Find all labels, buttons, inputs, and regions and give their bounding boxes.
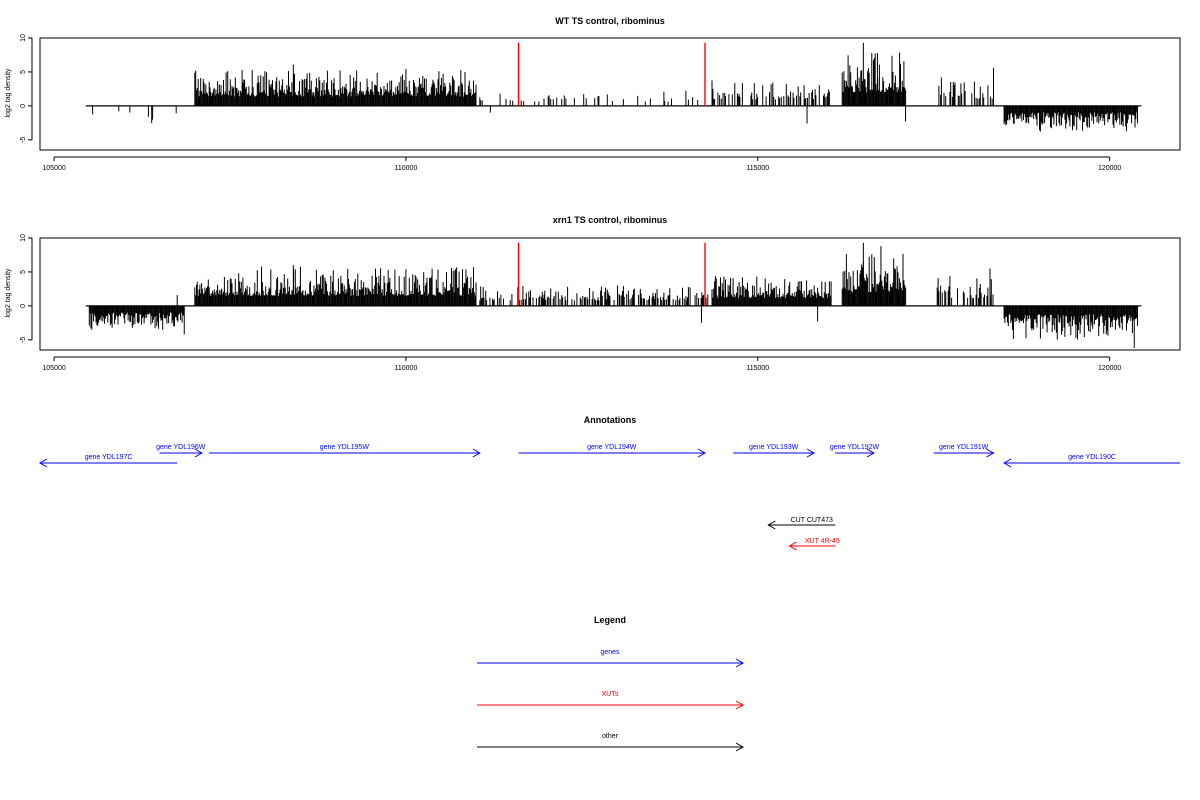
arrow-head: [194, 448, 203, 458]
gene-label: gene YDL192W: [830, 444, 880, 451]
annotations-title: Annotations: [584, 415, 637, 425]
feature-arrow: CUT CUT473: [767, 517, 836, 530]
wt-density-panel: WT TS control, ribominus log2 tag densit…: [5, 16, 1181, 172]
x-tick-label: 105000: [42, 365, 65, 372]
y-tick-label: 5: [20, 70, 27, 74]
plot-frame: [39, 37, 1181, 151]
arrow-head: [697, 448, 707, 458]
legend-label: genes: [600, 649, 620, 656]
gene-arrow: gene YDL192W: [830, 444, 880, 458]
legend-item: genes: [477, 649, 745, 668]
arrow-head: [1003, 458, 1012, 468]
arrow-head: [735, 658, 745, 668]
plot-frame: [39, 237, 1181, 351]
density-bars: [85, 42, 1142, 132]
legend-title: Legend: [594, 615, 626, 625]
panel-title: WT TS control, ribominus: [555, 16, 665, 26]
gene-arrow: gene YDL194W: [518, 444, 707, 458]
x-tick-label: 120000: [1098, 365, 1121, 372]
arrow-head: [38, 458, 48, 468]
gene-label: gene YDL190C: [1068, 454, 1116, 461]
legend-label: XUTs: [602, 691, 619, 698]
x-tick-label: 105000: [42, 165, 65, 172]
panel-title: xrn1 TS control, ribominus: [553, 215, 668, 225]
arrow-head: [866, 448, 875, 458]
y-tick-label: -5: [20, 137, 27, 143]
gene-arrow: gene YDL190C: [1003, 454, 1180, 468]
gene-label: gene YDL194W: [587, 444, 637, 451]
gene-label: gene YDL191W: [939, 444, 989, 451]
y-tick-label: 5: [20, 270, 27, 274]
y-tick-label: 10: [20, 34, 27, 42]
legend-item: XUTs: [477, 691, 745, 710]
y-tick-label: 10: [20, 234, 27, 242]
x-tick-label: 115000: [746, 365, 769, 372]
gene-arrow: gene YDL193W: [733, 444, 816, 458]
legend-label: other: [602, 733, 619, 740]
annotations-track: Annotations gene YDL197C gene YDL196W gene…: [38, 415, 1180, 551]
feature-arrow: XUT 4R-45: [788, 538, 840, 551]
x-tick-label: 110000: [395, 365, 418, 372]
legend: Legend genes XUTs other: [477, 615, 745, 752]
arrow-head: [986, 448, 995, 458]
gene-label: gene YDL196W: [156, 444, 206, 451]
feature-label: CUT CUT473: [791, 517, 833, 524]
y-axis-label: log2 tag density: [5, 68, 12, 118]
arrow-head: [735, 742, 745, 752]
arrow-head: [735, 700, 745, 710]
gene-arrow: gene YDL191W: [933, 444, 995, 458]
gene-arrow: gene YDL195W: [208, 444, 481, 458]
axes: -5 0 5 10 105000 110000 115000 120000: [20, 34, 1121, 172]
density-bars: [85, 242, 1142, 348]
gene-label: gene YDL197C: [85, 454, 133, 461]
arrow-head: [472, 448, 481, 458]
gene-arrow: gene YDL196W: [156, 444, 206, 458]
gene-arrow: gene YDL197C: [38, 454, 178, 468]
y-tick-label: -5: [20, 337, 27, 343]
xrn1-density-panel: xrn1 TS control, ribominus log2 tag dens…: [5, 215, 1181, 372]
x-tick-label: 115000: [746, 165, 769, 172]
gene-label: gene YDL193W: [749, 444, 799, 451]
legend-item: other: [477, 733, 745, 752]
axes: -5 0 5 10 105000 110000 115000 120000: [20, 234, 1121, 372]
y-axis-label: log2 tag density: [5, 268, 12, 318]
gene-label: gene YDL195W: [320, 444, 370, 451]
y-tick-label: 0: [20, 104, 27, 108]
arrow-head: [788, 541, 797, 551]
x-tick-label: 120000: [1098, 165, 1121, 172]
y-tick-label: 0: [20, 304, 27, 308]
x-tick-label: 110000: [395, 165, 418, 172]
feature-label: XUT 4R-45: [805, 538, 840, 545]
arrow-head: [767, 520, 776, 530]
arrow-head: [806, 448, 816, 458]
